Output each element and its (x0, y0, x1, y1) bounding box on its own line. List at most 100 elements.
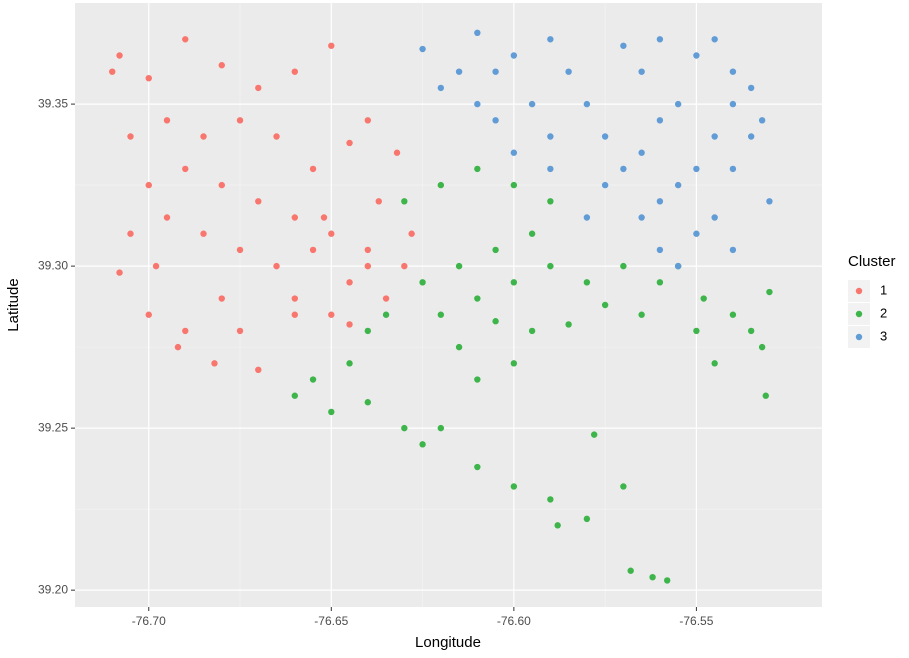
point (211, 360, 218, 367)
point (364, 117, 372, 124)
legend-title: Cluster (848, 253, 896, 270)
point (656, 198, 664, 205)
point (328, 311, 335, 318)
point (346, 360, 353, 367)
point (255, 366, 262, 374)
point (711, 360, 718, 367)
point (291, 295, 298, 302)
point (182, 165, 189, 173)
point (200, 230, 207, 237)
point (152, 262, 160, 270)
point (236, 117, 244, 124)
point (747, 84, 755, 92)
point (547, 36, 554, 43)
point (620, 262, 627, 270)
point (401, 424, 408, 432)
point (408, 230, 415, 237)
point (663, 577, 671, 584)
point (273, 133, 280, 140)
point (437, 181, 445, 189)
point (674, 262, 682, 270)
point (236, 327, 244, 335)
point (528, 100, 536, 108)
point (547, 262, 554, 270)
point (309, 165, 317, 173)
point (649, 573, 656, 581)
point (291, 311, 298, 318)
x-tick-label: -76.65 (314, 614, 348, 628)
point (218, 62, 225, 69)
point (766, 198, 773, 205)
legend-swatch (855, 310, 863, 318)
point (364, 327, 372, 335)
legend-label: 3 (880, 328, 887, 343)
point (474, 100, 481, 108)
point (328, 230, 335, 237)
point (583, 279, 591, 286)
point (182, 327, 189, 335)
point (291, 392, 298, 399)
point (382, 295, 390, 302)
point (474, 376, 481, 383)
point (590, 431, 598, 438)
point (163, 214, 171, 221)
point (693, 327, 700, 335)
point (320, 214, 328, 221)
point (145, 311, 152, 318)
point (273, 262, 280, 270)
point (729, 100, 737, 108)
point (711, 214, 718, 221)
point (127, 230, 134, 237)
point (218, 295, 225, 302)
point (401, 262, 408, 270)
point (346, 321, 353, 328)
point (510, 279, 518, 286)
point (492, 246, 499, 254)
point (382, 311, 390, 318)
point (255, 84, 262, 92)
x-tick-label: -76.60 (497, 614, 531, 628)
point (510, 149, 518, 156)
point (638, 68, 645, 75)
point (638, 311, 645, 318)
grid (75, 3, 822, 607)
point (583, 214, 591, 221)
point (364, 262, 372, 270)
point (693, 52, 700, 59)
point (291, 214, 298, 221)
y-tick-label: 39.20 (38, 582, 68, 596)
point (620, 165, 627, 173)
point (455, 262, 463, 270)
point (510, 360, 518, 367)
point (528, 230, 536, 237)
point (638, 149, 645, 156)
legend: Cluster 1 2 3 (848, 253, 896, 348)
point (309, 376, 317, 383)
point (638, 214, 645, 221)
point (218, 181, 225, 189)
point (346, 279, 353, 286)
y-tick-label: 39.35 (38, 96, 68, 110)
point (364, 246, 372, 254)
point (674, 181, 682, 189)
point (455, 68, 463, 75)
point (116, 52, 123, 59)
point (328, 42, 335, 49)
point (419, 45, 426, 53)
point (547, 165, 554, 173)
y-tick-label: 39.25 (38, 420, 68, 434)
legend-swatch (855, 333, 863, 341)
point (474, 165, 481, 173)
x-tick-label: -76.70 (132, 614, 166, 628)
point (601, 181, 609, 189)
point (309, 246, 317, 254)
point (547, 133, 554, 140)
point (729, 68, 737, 75)
point (182, 36, 189, 43)
point (393, 149, 401, 156)
point (620, 42, 627, 49)
point (656, 246, 664, 254)
point (711, 36, 718, 43)
point (583, 515, 591, 523)
